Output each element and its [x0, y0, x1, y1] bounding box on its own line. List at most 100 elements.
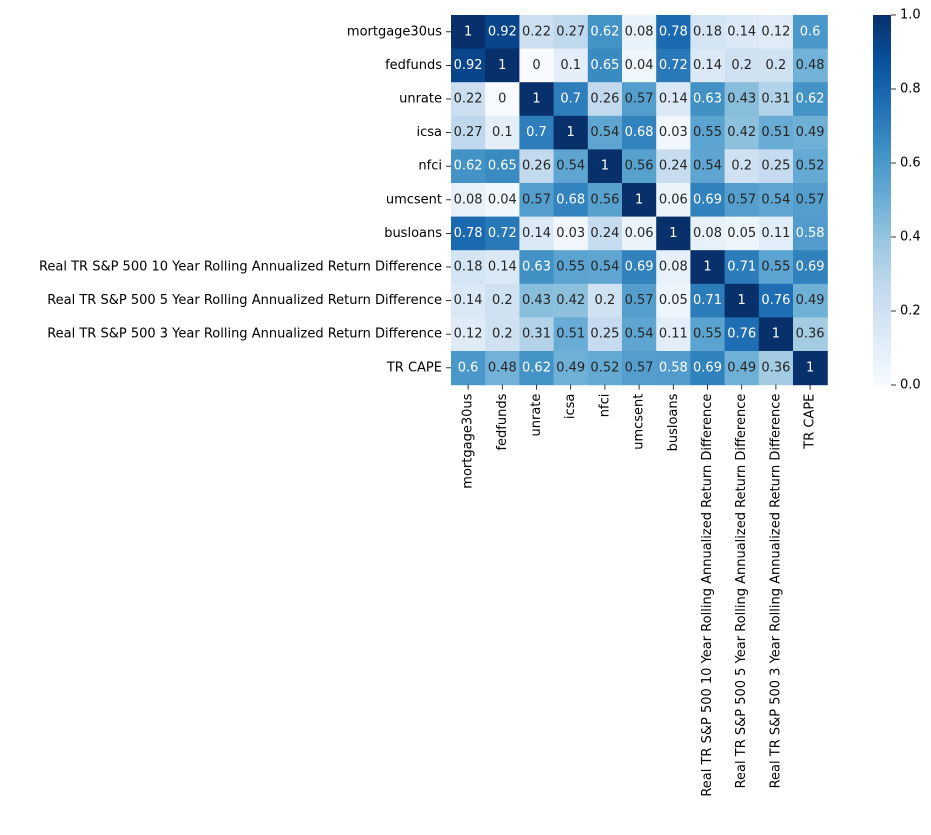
heatmap-cell	[690, 216, 726, 251]
heatmap-cell-value: 0.57	[727, 192, 756, 207]
heatmap-cell-value: 0.54	[556, 159, 585, 174]
heatmap-cell	[724, 317, 760, 352]
heatmap-cell-value: 0.57	[522, 192, 551, 207]
heatmap-cell-value: 0.06	[659, 192, 688, 207]
heatmap-cell	[793, 82, 828, 117]
y-tick-label: fedfunds	[385, 58, 442, 73]
heatmap-cell	[758, 48, 794, 83]
heatmap-cell	[622, 115, 657, 150]
heatmap-cell-value: 0.69	[693, 192, 722, 207]
heatmap-cell	[758, 283, 794, 318]
heatmap-cell	[724, 149, 760, 184]
heatmap-cell-value: 0.54	[761, 192, 790, 207]
heatmap-cell-value: 0.22	[522, 24, 551, 39]
x-tick-label: mortgage30us	[461, 393, 476, 488]
heatmap-cell-value: 0.05	[727, 226, 756, 241]
y-tick-label: Real TR S&P 500 5 Year Rolling Annualize…	[47, 293, 442, 308]
heatmap-cell-value: 0.11	[761, 226, 790, 241]
heatmap-cell	[690, 15, 726, 50]
heatmap-cell	[656, 317, 691, 352]
heatmap-cell	[656, 48, 691, 83]
heatmap-cell	[451, 216, 486, 251]
heatmap-cell-value: 0.57	[625, 293, 654, 308]
x-tick-label: busloans	[666, 393, 681, 451]
heatmap-cell	[451, 183, 486, 218]
heatmap-cell-value: 0.62	[590, 24, 619, 39]
heatmap-cell	[690, 351, 726, 386]
heatmap-cell	[656, 250, 691, 285]
heatmap-cell	[519, 351, 555, 386]
heatmap-cell	[587, 149, 623, 184]
heatmap-cell	[758, 216, 794, 251]
heatmap-cell-value: 0.65	[488, 159, 517, 174]
colorbar-gradient	[873, 15, 891, 385]
heatmap-cell-value: 0.49	[727, 360, 756, 375]
heatmap-cell	[793, 283, 828, 318]
heatmap-cell-value: 0.24	[659, 159, 688, 174]
heatmap-cell-value: 0.62	[522, 360, 551, 375]
heatmap-cell-value: 0.12	[454, 327, 483, 342]
heatmap-cell	[485, 283, 520, 318]
heatmap-cell-value: 0.76	[727, 327, 756, 342]
heatmap-cell	[690, 149, 726, 184]
heatmap-cell	[793, 250, 828, 285]
heatmap-cell	[758, 351, 794, 386]
heatmap-cell	[724, 183, 760, 218]
heatmap-cell	[587, 115, 623, 150]
heatmap-cell-value: 0.69	[693, 360, 722, 375]
heatmap-cell	[656, 115, 691, 150]
heatmap-cell	[553, 250, 589, 285]
heatmap-cell	[519, 115, 555, 150]
heatmap-cell	[758, 15, 794, 50]
x-tick-label: TR CAPE	[803, 394, 818, 450]
heatmap-cell	[553, 48, 589, 83]
heatmap-cell	[485, 48, 520, 83]
heatmap-cell-value: 0.7	[560, 92, 581, 107]
heatmap-cell	[587, 15, 623, 50]
heatmap-cell-value: 0.55	[556, 260, 585, 275]
heatmap-cell-value: 0.6	[800, 24, 821, 39]
heatmap-cell-value: 0.68	[625, 125, 654, 140]
x-tick-label: Real TR S&P 500 5 Year Rolling Annualize…	[734, 394, 749, 789]
heatmap-cell-value: 0.27	[454, 125, 483, 140]
heatmap-cell-value: 0	[498, 92, 506, 107]
heatmap-cell	[451, 82, 486, 117]
heatmap-cell	[485, 149, 520, 184]
heatmap-cell-value: 0.14	[659, 92, 688, 107]
heatmap-cell	[793, 115, 828, 150]
heatmap-cell	[724, 115, 760, 150]
heatmap-cell-value: 1	[601, 159, 609, 174]
heatmap-cell	[451, 115, 486, 150]
heatmap-cell	[553, 149, 589, 184]
heatmap-cell	[519, 216, 555, 251]
heatmap-cell-value: 0.54	[625, 327, 654, 342]
heatmap-cell	[519, 183, 555, 218]
heatmap-cell-value: 0.49	[796, 293, 825, 308]
colorbar-tick-label: 0.0	[900, 378, 921, 393]
heatmap-cell	[758, 317, 794, 352]
heatmap-cell-value: 1	[806, 360, 814, 375]
heatmap-cell	[587, 82, 623, 117]
heatmap-cell-value: 0.31	[522, 327, 551, 342]
heatmap-cell-value: 0.43	[522, 293, 551, 308]
y-tick-label: mortgage30us	[347, 24, 442, 39]
heatmap-cell	[793, 15, 828, 50]
heatmap-cell	[451, 250, 486, 285]
heatmap-cell	[622, 250, 657, 285]
heatmap-cell	[553, 317, 589, 352]
heatmap-cell-value: 0.52	[590, 360, 619, 375]
heatmap-cell	[519, 149, 555, 184]
heatmap-cell-value: 0.14	[522, 226, 551, 241]
heatmap-cell	[587, 317, 623, 352]
heatmap-cell-value: 1	[772, 327, 780, 342]
heatmap-cell	[485, 351, 520, 386]
heatmap-cell-value: 0.08	[454, 192, 483, 207]
heatmap-cell	[724, 15, 760, 50]
heatmap-cell	[758, 250, 794, 285]
y-tick-label: Real TR S&P 500 10 Year Rolling Annualiz…	[39, 260, 442, 275]
heatmap-cell-value: 0.57	[796, 192, 825, 207]
y-tick-label: unrate	[399, 92, 442, 107]
heatmap-cell-value: 0.25	[761, 159, 790, 174]
heatmap-cell-value: 0.54	[693, 159, 722, 174]
heatmap-cell-value: 0.36	[796, 327, 825, 342]
